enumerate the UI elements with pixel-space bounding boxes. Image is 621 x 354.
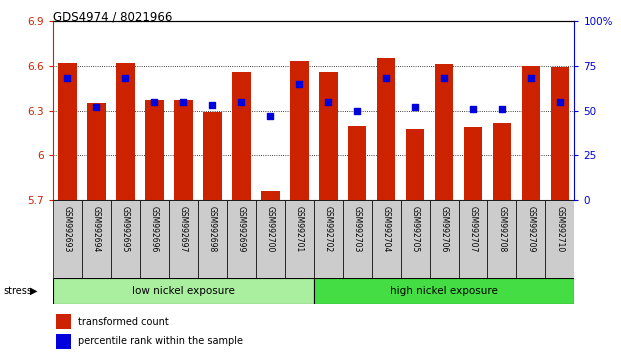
Bar (545, 200, 574, 278)
Text: GSM992708: GSM992708 (497, 206, 507, 252)
Text: GSM992704: GSM992704 (381, 206, 391, 253)
Bar (435, 64, 453, 200)
Text: GSM992695: GSM992695 (120, 206, 130, 253)
Bar (174, 100, 193, 200)
Bar (517, 200, 545, 278)
Bar (343, 200, 371, 278)
Text: GSM992699: GSM992699 (237, 206, 246, 253)
Bar (492, 122, 512, 200)
Text: GSM992706: GSM992706 (440, 206, 448, 253)
Bar (145, 100, 164, 200)
Point (439, 76, 449, 81)
Point (497, 106, 507, 112)
Text: GSM992705: GSM992705 (410, 206, 420, 253)
Point (323, 99, 333, 104)
Text: transformed count: transformed count (78, 316, 168, 327)
Bar (314, 200, 343, 278)
Bar (227, 200, 256, 278)
Bar (406, 129, 425, 200)
Point (236, 99, 246, 104)
Point (468, 106, 478, 112)
Point (555, 99, 565, 104)
Bar (56, 314, 71, 329)
Bar (464, 127, 483, 200)
Text: GSM992701: GSM992701 (294, 206, 304, 252)
Text: GSM992707: GSM992707 (468, 206, 478, 253)
Bar (197, 200, 227, 278)
Text: high nickel exposure: high nickel exposure (390, 286, 498, 296)
Point (526, 76, 536, 81)
Bar (487, 200, 517, 278)
Bar (58, 63, 77, 200)
Point (294, 81, 304, 87)
Point (120, 76, 130, 81)
Point (381, 76, 391, 81)
Bar (314, 278, 574, 304)
Text: GSM992702: GSM992702 (324, 206, 333, 252)
Text: GDS4974 / 8021966: GDS4974 / 8021966 (53, 11, 172, 24)
Text: GSM992709: GSM992709 (527, 206, 535, 253)
Point (91, 104, 101, 110)
Bar (319, 72, 338, 200)
Bar (289, 62, 309, 200)
Bar (377, 58, 396, 200)
Bar (140, 200, 169, 278)
Text: GSM992698: GSM992698 (207, 206, 217, 252)
Text: GSM992694: GSM992694 (92, 206, 101, 253)
Bar (371, 200, 401, 278)
Point (410, 104, 420, 110)
Bar (261, 191, 279, 200)
Bar (551, 67, 569, 200)
Bar (53, 200, 82, 278)
Text: stress: stress (3, 286, 32, 296)
Bar (116, 63, 135, 200)
Bar (430, 200, 458, 278)
Text: GSM992710: GSM992710 (555, 206, 564, 252)
Text: ▶: ▶ (30, 286, 37, 296)
Bar (256, 200, 284, 278)
Text: GSM992703: GSM992703 (353, 206, 361, 253)
Text: GSM992700: GSM992700 (266, 206, 274, 253)
Point (178, 99, 188, 104)
Bar (284, 200, 314, 278)
Bar (53, 278, 314, 304)
Bar (169, 200, 197, 278)
Bar (202, 112, 222, 200)
Point (62, 76, 72, 81)
Bar (348, 126, 366, 200)
Bar (458, 200, 487, 278)
Text: GSM992693: GSM992693 (63, 206, 72, 253)
Bar (82, 200, 111, 278)
Text: percentile rank within the sample: percentile rank within the sample (78, 336, 243, 346)
Text: low nickel exposure: low nickel exposure (132, 286, 235, 296)
Text: GSM992697: GSM992697 (179, 206, 188, 253)
Point (149, 99, 159, 104)
Bar (87, 103, 106, 200)
Point (352, 108, 362, 113)
Bar (401, 200, 430, 278)
Bar (56, 334, 71, 348)
Text: GSM992696: GSM992696 (150, 206, 159, 253)
Bar (522, 66, 540, 200)
Bar (111, 200, 140, 278)
Point (207, 102, 217, 108)
Point (265, 113, 275, 119)
Bar (232, 72, 251, 200)
